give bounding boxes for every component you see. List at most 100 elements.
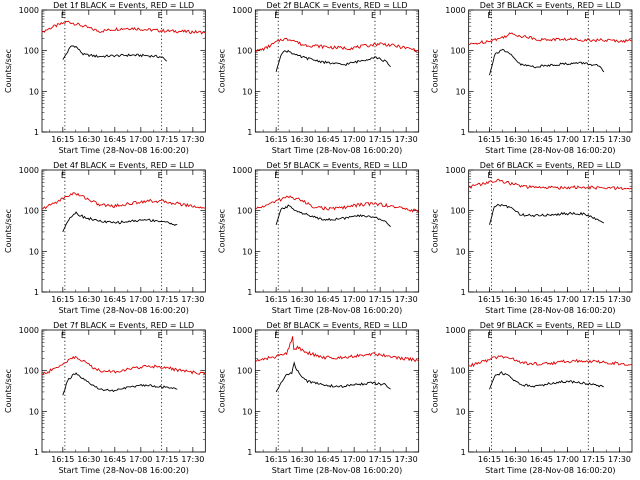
events-series-line [489,203,605,225]
y-axis-label: Counts/sec [4,369,13,413]
events-series-line [275,361,391,393]
x-tick-label: 17:15 [369,455,392,464]
chart-panel-4: Det 4f BLACK = Events, RED = LLD 1 10 100 10… [4,161,206,315]
lld-series-line [255,37,419,53]
y-tick-label: 10 [242,407,252,416]
x-tick-label: 17:30 [608,295,631,304]
chart-title: Det 9f BLACK = Events, RED = LLD [480,321,621,330]
x-tick-label: 17:15 [155,455,178,464]
y-tick-label: 1000 [19,326,39,335]
chart-panel-7: Det 7f BLACK = Events, RED = LLD 1 10 100 10… [4,321,206,475]
x-tick-label: 16:45 [103,295,126,304]
event-marker-label: E [158,331,163,340]
x-tick-label: 17:30 [181,295,204,304]
x-tick-label: 17:30 [395,455,418,464]
x-tick-label: 17:15 [582,295,605,304]
x-tick-label: 16:45 [317,295,340,304]
x-tick-label: 16:15 [478,455,501,464]
y-axis-label: Counts/sec [217,209,226,253]
x-axis-label: Start Time (28-Nov-08 16:00:20) [485,466,615,475]
x-tick-label: 16:15 [51,295,74,304]
chart-panel-3: Det 3f BLACK = Events, RED = LLD 1 10 100 10… [431,1,633,155]
chart-panel-5: Det 5f BLACK = Events, RED = LLD 1 10 100 10… [217,161,420,315]
x-tick-label: 16:15 [265,135,288,144]
event-marker-label: E [584,11,589,20]
chart-title: Det 3f BLACK = Events, RED = LLD [480,1,621,10]
event-marker-label: E [584,331,589,340]
plot-frame [468,329,633,453]
x-tick-label: 16:15 [51,455,74,464]
x-tick-label: 17:00 [129,135,152,144]
x-tick-label: 16:45 [530,295,553,304]
x-tick-label: 16:15 [265,295,288,304]
event-marker-label: E [61,331,66,340]
x-axis-label: Start Time (28-Nov-08 16:00:20) [272,466,402,475]
y-tick-label: 1 [247,448,252,457]
x-tick-label: 16:30 [504,455,527,464]
x-tick-label: 16:30 [77,135,100,144]
y-tick-label: 1 [461,288,466,297]
events-series-line [62,372,178,396]
chart-panel-6: Det 6f BLACK = Events, RED = LLD 1 10 100 10… [431,161,633,315]
x-tick-label: 16:15 [478,295,501,304]
y-tick-label: 1 [34,128,39,137]
x-tick-label: 17:00 [556,455,579,464]
x-axis-label: Start Time (28-Nov-08 16:00:20) [485,146,615,155]
x-axis-label: Start Time (28-Nov-08 16:00:20) [272,306,402,315]
x-tick-label: 17:15 [369,135,392,144]
event-marker-label: E [274,11,279,20]
x-tick-label: 17:15 [582,455,605,464]
x-tick-label: 17:15 [155,295,178,304]
y-tick-label: 10 [242,87,252,96]
event-marker-label: E [371,11,376,20]
y-tick-label: 100 [450,47,465,56]
chart-title: Det 6f BLACK = Events, RED = LLD [480,161,621,170]
x-tick-label: 16:30 [504,135,527,144]
lld-series-line [255,336,419,363]
x-tick-label: 16:30 [291,455,314,464]
chart-title: Det 2f BLACK = Events, RED = LLD [266,1,407,10]
x-tick-label: 16:15 [478,135,501,144]
x-tick-label: 17:15 [369,295,392,304]
event-marker-label: E [158,11,163,20]
x-tick-label: 16:30 [77,455,100,464]
y-tick-label: 10 [242,247,252,256]
y-tick-label: 100 [24,47,39,56]
y-tick-label: 100 [450,367,465,376]
x-tick-label: 17:30 [181,135,204,144]
x-tick-label: 17:30 [608,455,631,464]
x-tick-label: 16:30 [77,295,100,304]
x-tick-label: 16:30 [291,135,314,144]
y-tick-label: 100 [237,367,252,376]
chart-panel-9: Det 9f BLACK = Events, RED = LLD 1 10 100 10… [431,321,633,475]
x-tick-label: 16:15 [51,135,74,144]
events-series-line [62,211,178,233]
y-axis-label: Counts/sec [217,49,226,93]
y-axis-label: Counts/sec [4,49,13,93]
chart-title: Det 1f BLACK = Events, RED = LLD [53,1,194,10]
events-series-line [489,371,604,390]
event-marker-label: E [371,331,376,340]
event-marker-label: E [488,331,493,340]
y-tick-label: 1000 [19,6,39,15]
y-tick-label: 1 [34,288,39,297]
chart-panel-8: Det 8f BLACK = Events, RED = LLD 1 10 100 10… [217,321,420,475]
events-series-line [62,45,168,62]
x-tick-label: 16:45 [103,455,126,464]
event-marker-label: E [61,11,66,20]
x-tick-label: 17:15 [582,135,605,144]
x-tick-label: 17:00 [556,135,579,144]
plot-frame [41,329,206,453]
x-tick-label: 16:15 [265,455,288,464]
y-axis-label: Counts/sec [431,49,440,93]
plot-frame [254,169,420,293]
chart-title: Det 8f BLACK = Events, RED = LLD [266,321,407,330]
x-tick-label: 17:00 [343,135,366,144]
x-tick-label: 17:15 [155,135,178,144]
events-series-line [275,49,391,73]
x-axis-label: Start Time (28-Nov-08 16:00:20) [272,146,402,155]
plot-frame [468,169,633,293]
lld-series-line [255,195,419,213]
y-axis-label: Counts/sec [217,369,226,413]
